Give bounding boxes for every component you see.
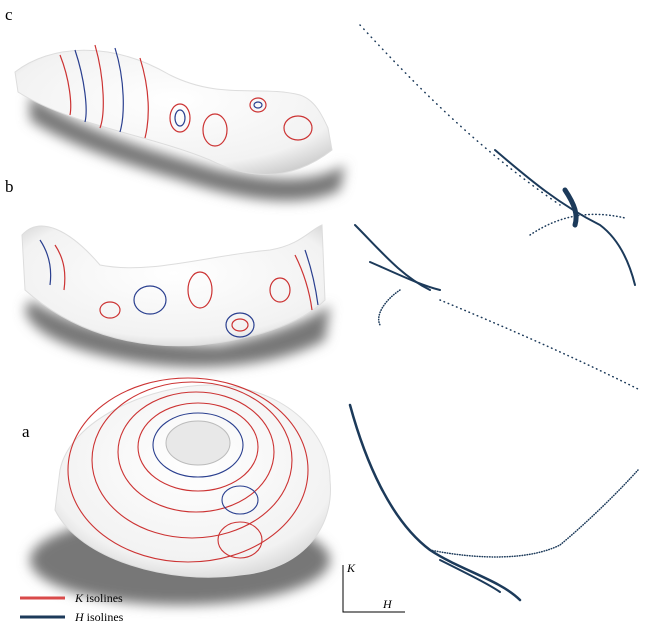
- axis-label-x: H: [382, 597, 393, 611]
- legend: K isolines H isolines: [20, 591, 124, 622]
- surface-b: [22, 225, 330, 367]
- curvature-plots: [350, 25, 640, 600]
- figure: c b a: [0, 0, 649, 622]
- surface-c: [15, 45, 345, 201]
- panel-label: b: [5, 177, 14, 196]
- axes-icon: K H: [343, 561, 405, 612]
- axis-label-y: K: [346, 561, 356, 575]
- legend-text: isolines: [87, 610, 124, 622]
- legend-entry: K isolines: [74, 591, 123, 605]
- legend-symbol: K: [74, 591, 84, 605]
- legend-symbol: H: [74, 610, 85, 622]
- panel-label: c: [5, 5, 13, 24]
- legend-text: isolines: [86, 591, 123, 605]
- legend-entry: H isolines: [74, 610, 124, 622]
- surface-a: [30, 378, 330, 605]
- panel-label: a: [22, 422, 30, 441]
